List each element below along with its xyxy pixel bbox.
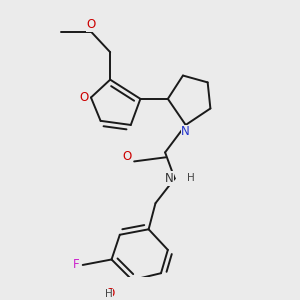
Text: N: N xyxy=(181,125,190,138)
Text: H: H xyxy=(187,173,195,184)
Text: N: N xyxy=(165,172,174,185)
Text: O: O xyxy=(106,287,115,300)
Text: O: O xyxy=(80,91,89,104)
Text: O: O xyxy=(122,150,131,163)
Text: F: F xyxy=(73,259,79,272)
Text: O: O xyxy=(86,18,96,31)
Text: H: H xyxy=(105,289,113,299)
